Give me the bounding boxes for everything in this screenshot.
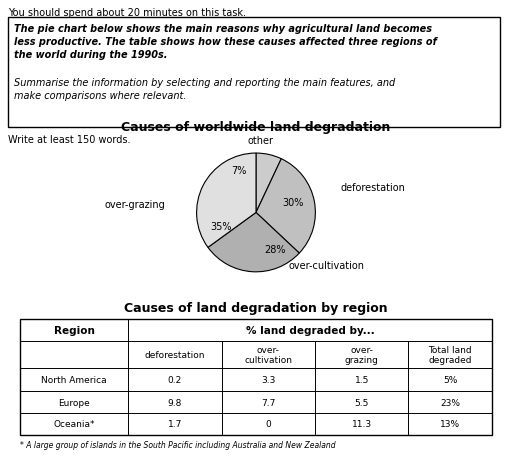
Text: over-cultivation: over-cultivation xyxy=(288,260,364,270)
Text: 0.2: 0.2 xyxy=(168,375,182,384)
Text: 11.3: 11.3 xyxy=(352,419,372,428)
Text: 30%: 30% xyxy=(282,197,304,207)
Text: 7.7: 7.7 xyxy=(261,398,275,407)
Text: 13%: 13% xyxy=(440,419,460,428)
Text: Region: Region xyxy=(54,325,95,336)
Wedge shape xyxy=(256,159,315,254)
Text: 35%: 35% xyxy=(211,221,232,231)
Text: over-grazing: over-grazing xyxy=(105,199,166,209)
Bar xyxy=(8,18,500,128)
Text: % land degraded by...: % land degraded by... xyxy=(246,325,374,336)
Text: over-
grazing: over- grazing xyxy=(345,345,378,364)
Text: 0: 0 xyxy=(265,419,271,428)
Text: North America: North America xyxy=(41,375,107,384)
Text: You should spend about 20 minutes on this task.: You should spend about 20 minutes on thi… xyxy=(8,8,246,18)
Text: 1.5: 1.5 xyxy=(354,375,369,384)
Text: 23%: 23% xyxy=(440,398,460,407)
Text: Total land
degraded: Total land degraded xyxy=(429,345,472,364)
Text: Europe: Europe xyxy=(58,398,90,407)
Text: Oceania*: Oceania* xyxy=(53,419,95,428)
Text: Causes of land degradation by region: Causes of land degradation by region xyxy=(124,301,388,314)
Text: 1.7: 1.7 xyxy=(168,419,182,428)
Wedge shape xyxy=(208,213,300,272)
Text: Write at least 150 words.: Write at least 150 words. xyxy=(8,135,131,144)
Text: Summarise the information by selecting and reporting the main features, and
make: Summarise the information by selecting a… xyxy=(14,78,395,101)
Text: 28%: 28% xyxy=(264,245,286,255)
Text: The pie chart below shows the main reasons why agricultural land becomes
less pr: The pie chart below shows the main reaso… xyxy=(14,24,437,60)
Text: 9.8: 9.8 xyxy=(168,398,182,407)
Text: 5%: 5% xyxy=(443,375,457,384)
Text: deforestation: deforestation xyxy=(340,183,405,193)
Text: 7%: 7% xyxy=(232,165,247,175)
Text: deforestation: deforestation xyxy=(145,350,205,359)
Text: other: other xyxy=(248,136,274,146)
Text: 5.5: 5.5 xyxy=(354,398,369,407)
Wedge shape xyxy=(256,154,281,213)
Text: over-
cultivation: over- cultivation xyxy=(244,345,292,364)
Title: Causes of worldwide land degradation: Causes of worldwide land degradation xyxy=(121,120,391,134)
Bar xyxy=(20,319,492,435)
Text: 3.3: 3.3 xyxy=(261,375,275,384)
Text: * A large group of islands in the South Pacific including Australia and New Zeal: * A large group of islands in the South … xyxy=(20,440,336,449)
Wedge shape xyxy=(197,154,256,248)
